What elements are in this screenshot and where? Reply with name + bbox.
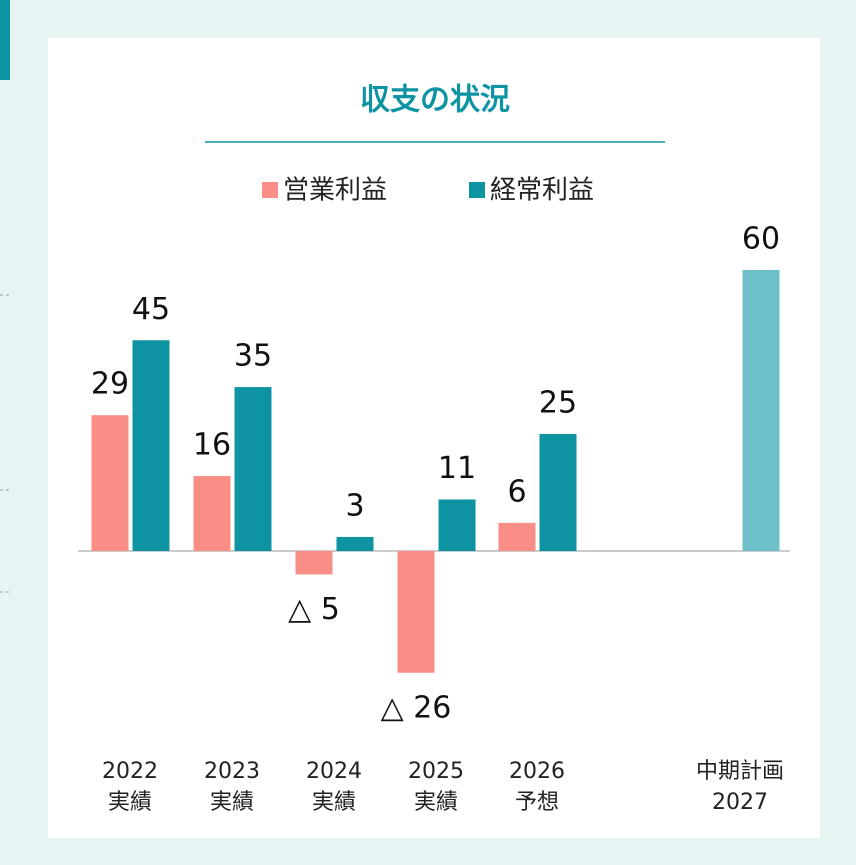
x-tick-label: 2023	[204, 759, 260, 784]
data-label: △ 26	[381, 690, 452, 725]
bar	[539, 433, 577, 551]
data-label: △ 5	[288, 592, 340, 627]
bar	[295, 551, 333, 575]
data-label: 11	[438, 451, 476, 486]
x-tick-label: 実績	[108, 790, 152, 815]
data-label: 16	[193, 428, 231, 463]
data-label: 25	[539, 385, 577, 420]
bar	[132, 340, 170, 551]
x-tick-label: 2025	[408, 759, 464, 784]
bar	[742, 270, 780, 551]
data-label: 3	[345, 488, 364, 523]
bar	[234, 387, 272, 551]
bar	[498, 522, 536, 551]
data-label: 6	[507, 474, 526, 509]
x-tick-label: 2024	[306, 759, 362, 784]
x-tick-label: 実績	[210, 790, 254, 815]
bar	[336, 536, 374, 551]
legend-label: 経常利益	[490, 176, 594, 206]
data-label: 45	[132, 292, 170, 327]
x-tick-label: 2022	[102, 759, 158, 784]
legend-swatch	[469, 182, 485, 198]
data-label: 29	[91, 367, 129, 402]
x-tick-label: 2027	[712, 790, 768, 815]
legend-label: 営業利益	[283, 176, 387, 206]
legend-swatch	[262, 182, 278, 198]
chart-title: 収支の状況	[360, 83, 510, 118]
x-tick-label: 中期計画	[696, 759, 784, 784]
x-tick-label: 実績	[414, 790, 458, 815]
bar	[438, 499, 476, 551]
side-accent	[0, 0, 10, 80]
data-label: 60	[742, 222, 780, 257]
bar	[397, 551, 435, 673]
card	[48, 38, 820, 838]
bar	[193, 476, 231, 551]
x-tick-label: 2026	[509, 759, 565, 784]
data-label: 35	[234, 339, 272, 374]
x-tick-label: 予想	[515, 790, 559, 815]
bar	[91, 415, 129, 551]
x-tick-label: 実績	[312, 790, 356, 815]
